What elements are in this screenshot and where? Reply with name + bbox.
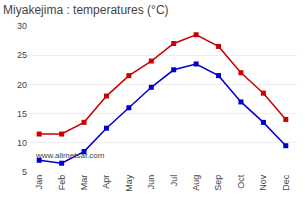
svg-text:www.allmetsat.com: www.allmetsat.com — [35, 151, 105, 160]
svg-text:Jan: Jan — [34, 175, 44, 190]
svg-text:25: 25 — [17, 50, 27, 60]
svg-text:Apr: Apr — [101, 175, 111, 189]
svg-text:30: 30 — [17, 21, 27, 31]
svg-text:Jun: Jun — [146, 175, 156, 190]
svg-text:Miyakejima : temperatures (°C): Miyakejima : temperatures (°C) — [3, 3, 169, 17]
svg-text:10: 10 — [17, 138, 27, 148]
svg-text:Sep: Sep — [213, 175, 223, 191]
svg-text:Jul: Jul — [169, 175, 179, 187]
svg-text:Feb: Feb — [57, 175, 67, 191]
svg-text:Aug: Aug — [191, 175, 201, 191]
svg-text:Dec: Dec — [281, 174, 291, 191]
svg-text:May: May — [124, 174, 134, 192]
svg-text:5: 5 — [22, 167, 27, 177]
svg-text:Mar: Mar — [79, 175, 89, 191]
svg-text:Oct: Oct — [236, 174, 246, 189]
svg-text:20: 20 — [17, 80, 27, 90]
svg-text:15: 15 — [17, 109, 27, 119]
svg-text:Nov: Nov — [258, 174, 268, 191]
